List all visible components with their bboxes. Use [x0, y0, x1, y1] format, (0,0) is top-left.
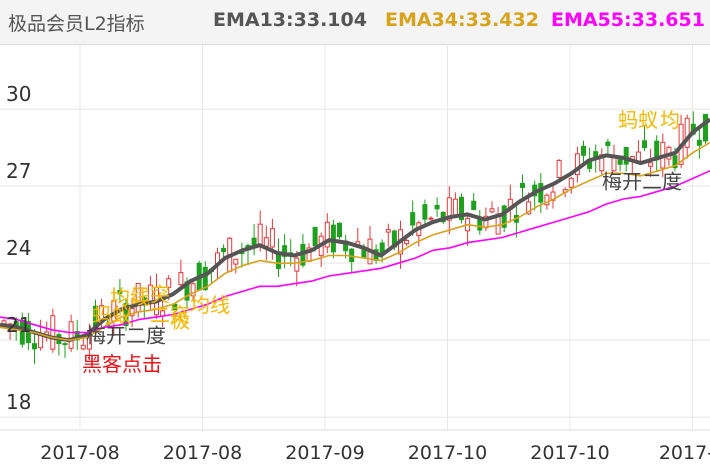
x-tick-label: 2017-10	[408, 442, 487, 464]
candle-down	[410, 212, 416, 226]
candle-down	[642, 140, 647, 149]
candle-up	[178, 272, 184, 286]
candle-down	[605, 141, 611, 147]
y-axis-labels: 18 21 24 27 30	[6, 82, 31, 414]
candle-up	[556, 159, 562, 178]
candle-down	[337, 222, 342, 238]
y-tick-label: 30	[6, 82, 31, 106]
candle-down	[538, 183, 544, 203]
signal-annotation: 均线	[110, 285, 150, 309]
candle-up	[190, 283, 196, 297]
x-tick-label: 2017-08	[163, 442, 242, 464]
candle-down	[459, 196, 464, 221]
signal-annotation: 均	[660, 108, 680, 132]
ema55-line	[0, 170, 710, 334]
candle-down	[471, 200, 477, 210]
candle-up	[257, 223, 263, 246]
x-tick-label: 2017-09	[285, 442, 364, 464]
ema55-legend: EMA55:33.651	[551, 9, 705, 31]
candle-up	[446, 197, 452, 221]
signal-annotation: 梅开二度	[86, 324, 166, 348]
ema34-legend: EMA34:33.432	[385, 9, 539, 31]
candle-up	[50, 315, 56, 350]
x-tick-label: 2017-08	[40, 442, 119, 464]
indicator-legend: 极品会员L2指标 EMA13:33.104 EMA34:33.432 EMA55…	[0, 0, 710, 45]
candle-down	[276, 253, 281, 269]
candle-up	[489, 208, 495, 213]
candle-down	[117, 290, 123, 294]
candle-up	[526, 201, 532, 215]
signal-annotation: 二突	[130, 283, 170, 307]
x-tick-label: 2017-10	[530, 442, 609, 464]
signal-annotation: 极	[170, 308, 190, 332]
candle-up	[684, 117, 690, 148]
ema-lines	[0, 117, 710, 343]
candle-up	[568, 177, 574, 188]
candle-up	[129, 307, 135, 317]
candle-down	[330, 224, 336, 253]
candle-down	[696, 139, 702, 146]
candle-up	[269, 228, 275, 248]
x-tick-label: 2017-1	[659, 442, 710, 464]
signal-annotation: 均线	[190, 293, 230, 317]
indicator-title: 极品会员L2指标	[8, 13, 145, 35]
candle-down	[623, 146, 629, 165]
signal-annotation: 黑客点击	[82, 352, 162, 376]
candle-down	[672, 155, 678, 169]
candle-down	[434, 204, 440, 210]
y-tick-label: 18	[6, 390, 31, 414]
y-tick-label: 24	[6, 236, 31, 260]
y-tick-label: 27	[6, 159, 31, 183]
candle-up	[233, 258, 239, 265]
signal-annotation: 二突	[150, 303, 190, 327]
candle-up	[324, 221, 330, 248]
ema13-legend: EMA13:33.104	[213, 9, 367, 31]
candle-up	[80, 344, 86, 350]
y-tick-label: 21	[6, 313, 31, 337]
candle-up	[574, 153, 580, 176]
candle-up	[385, 229, 391, 233]
candle-down	[617, 159, 623, 165]
candle-up	[166, 278, 172, 288]
signal-annotation: 蚂蚁	[92, 303, 132, 327]
candle-down	[520, 182, 525, 188]
candle-down	[501, 205, 507, 228]
candle-down	[172, 303, 178, 311]
candle-down	[251, 237, 257, 246]
candle-down	[32, 343, 37, 350]
signal-annotation: 梅开二度	[602, 170, 682, 194]
candle-down	[422, 204, 428, 220]
candle-up	[263, 237, 269, 247]
candle-down	[62, 343, 68, 346]
candle-up	[648, 162, 654, 167]
candle-up	[428, 217, 434, 220]
candle-down	[312, 226, 318, 247]
candle-up	[404, 239, 410, 245]
candle-up	[452, 198, 458, 217]
candle-down	[282, 245, 288, 257]
ema13-line	[0, 117, 710, 343]
candle-down	[221, 247, 227, 253]
x-axis-labels: 2017-08 2017-08 2017-09 2017-10 2017-10 2017-…	[40, 442, 710, 464]
candle-down	[703, 113, 708, 142]
signal-annotation: 蚂蚁	[618, 108, 658, 132]
candle-down	[202, 266, 208, 290]
candle-down	[581, 145, 586, 156]
candle-up	[68, 321, 74, 349]
ema34-line	[0, 141, 710, 341]
candle-up	[294, 257, 300, 272]
candle-down	[361, 249, 367, 258]
candle-up	[544, 194, 550, 206]
